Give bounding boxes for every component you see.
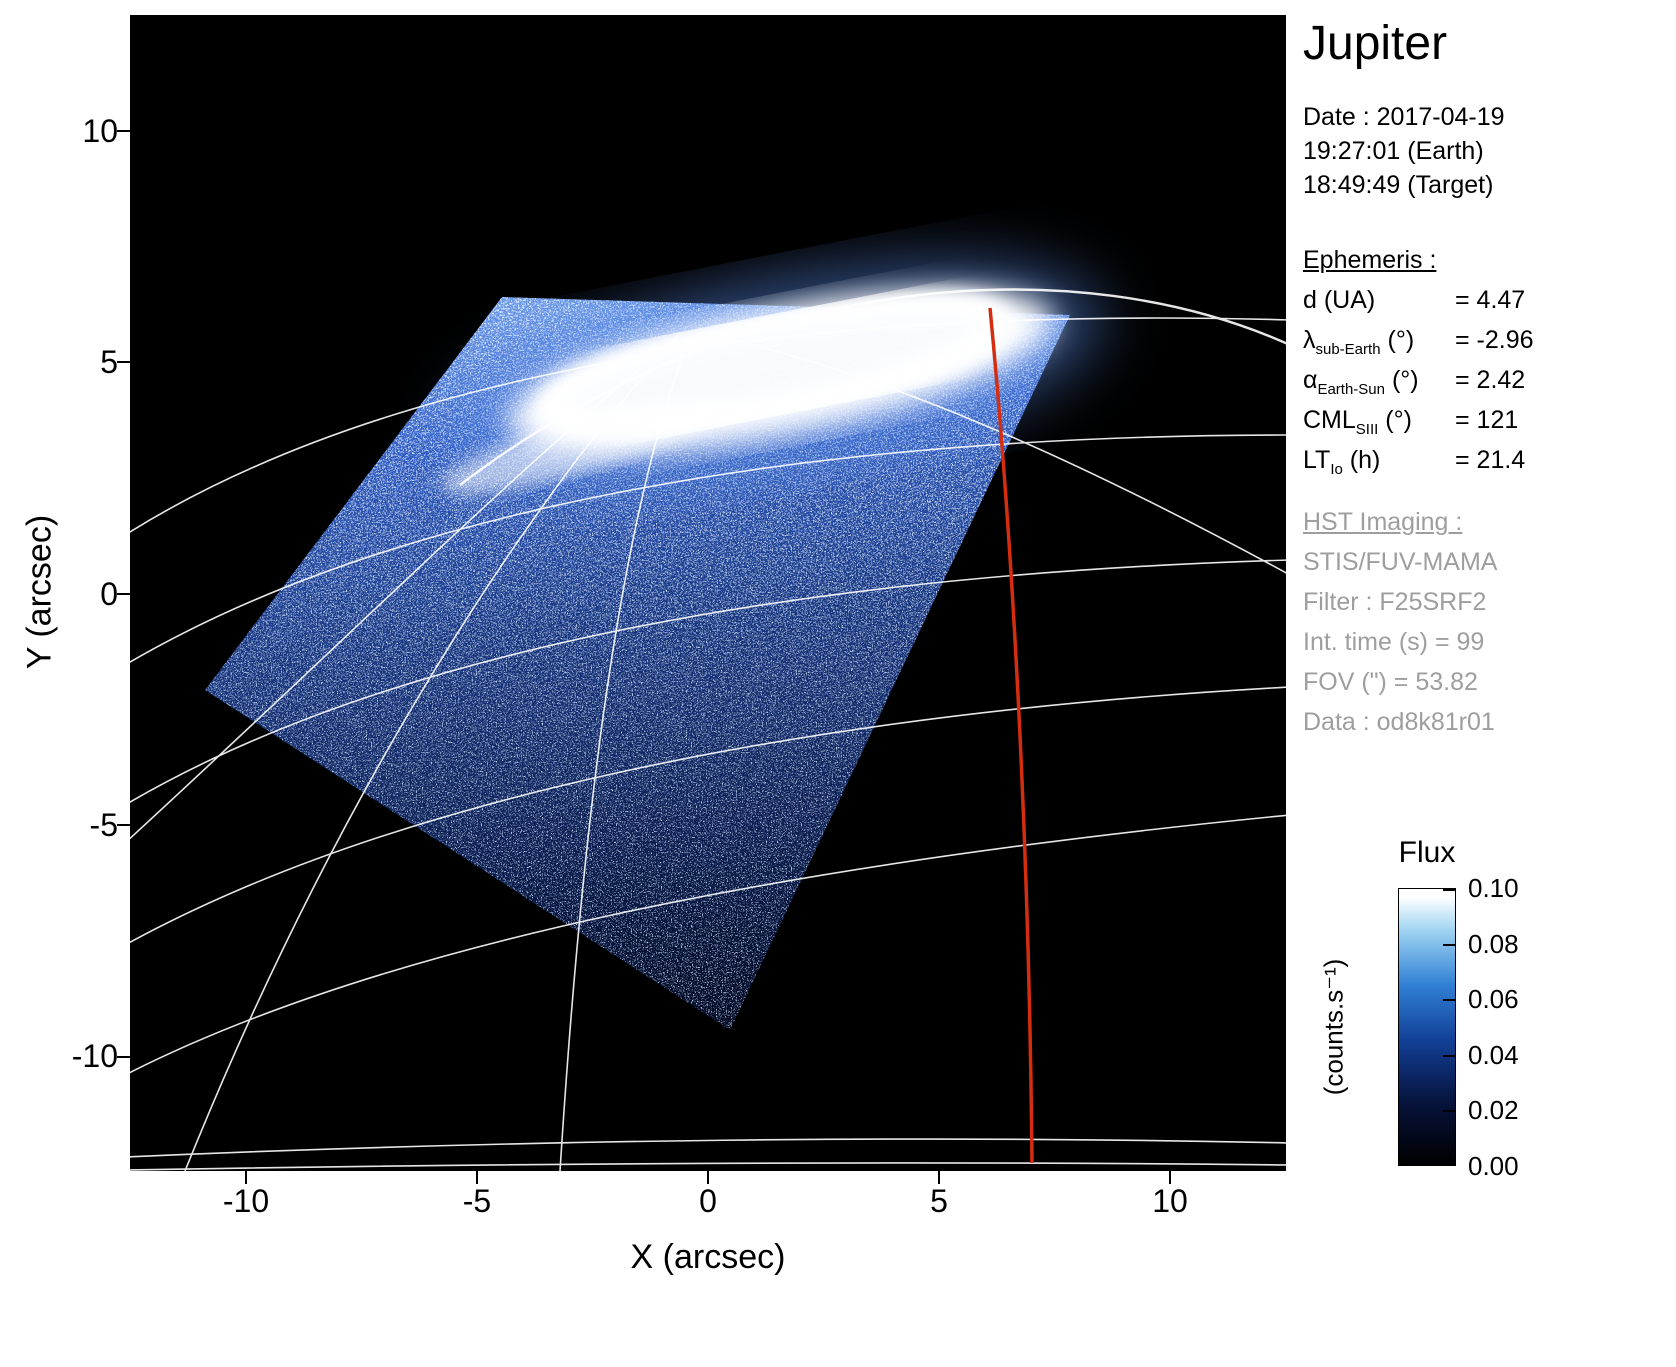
unit: (°) xyxy=(1387,326,1415,354)
symbol: α xyxy=(1303,366,1318,394)
ephemeris-row: CMLSIII (°) = 121 xyxy=(1303,400,1534,440)
ephemeris-header: Ephemeris : xyxy=(1303,246,1437,274)
time-earth-line: 19:27:01 (Earth) xyxy=(1303,137,1484,165)
subscript: Io xyxy=(1330,461,1343,478)
ephemeris-value: = 121 xyxy=(1455,406,1519,434)
y-tick-label: 5 xyxy=(100,344,118,380)
x-tick-label: -5 xyxy=(462,1183,492,1219)
hst-imaging-header: HST Imaging : xyxy=(1303,508,1463,536)
aurora-emission xyxy=(440,258,1105,494)
colorbar-tick-label: 0.08 xyxy=(1468,929,1519,959)
subscript: Earth-Sun xyxy=(1317,381,1385,398)
symbol: LT xyxy=(1303,446,1331,474)
ephemeris-row: LTIo (h) = 21.4 xyxy=(1303,440,1534,480)
ephemeris-label: d (UA) xyxy=(1303,280,1455,330)
image-canvas xyxy=(130,15,1286,1171)
hst-imaging-block: HST Imaging : STIS/FUV-MAMA Filter : F25… xyxy=(1303,502,1497,742)
tick-mark xyxy=(245,1171,247,1184)
unit: (h) xyxy=(1349,446,1381,474)
hst-instrument-line: STIS/FUV-MAMA xyxy=(1303,548,1498,576)
y-tick-label: -10 xyxy=(71,1038,118,1074)
hst-filter-line: Filter : F25SRF2 xyxy=(1303,588,1487,616)
ephemeris-row: λsub-Earth (°) = -2.96 xyxy=(1303,320,1534,360)
ephemeris-label: CMLSIII (°) xyxy=(1303,400,1455,450)
graticule-lines xyxy=(130,288,1286,1171)
tick-mark xyxy=(938,1171,940,1184)
colorbar-tick xyxy=(1443,999,1455,1001)
colorbar-tick xyxy=(1443,889,1455,891)
y-axis-label: Y (arcsec) xyxy=(20,514,59,670)
unit: (UA) xyxy=(1323,286,1376,314)
x-tick-label: -10 xyxy=(222,1183,270,1219)
colorbar-tick-label: 0.10 xyxy=(1468,873,1519,903)
ephemeris-row: αEarth-Sun (°) = 2.42 xyxy=(1303,360,1534,400)
ephemeris-row: d (UA) = 4.47 xyxy=(1303,280,1534,320)
tick-mark xyxy=(117,824,130,826)
red-meridian-line xyxy=(988,307,1034,1164)
colorbar-units-label: (counts.s⁻¹) xyxy=(1318,958,1349,1096)
target-title: Jupiter xyxy=(1303,17,1448,70)
subscript: sub-Earth xyxy=(1315,341,1381,358)
x-axis-label: X (arcsec) xyxy=(630,1238,786,1276)
ephemeris-value: = -2.96 xyxy=(1455,326,1534,354)
colorbar-title: Flux xyxy=(1398,836,1456,869)
subscript: SIII xyxy=(1355,421,1379,438)
ephemeris-block: Ephemeris : d (UA) = 4.47 λsub-Earth (°) =… xyxy=(1303,240,1534,480)
tick-mark xyxy=(1169,1171,1171,1184)
y-tick-label: -5 xyxy=(89,807,118,843)
colorbar-tick-label: 0.02 xyxy=(1468,1095,1519,1125)
symbol: d xyxy=(1303,286,1317,314)
colorbar-tick-label: 0.06 xyxy=(1468,984,1519,1014)
stis-fov-region xyxy=(205,297,1070,1030)
hst-fov-line: FOV (") = 53.82 xyxy=(1303,668,1478,696)
time-target-line: 18:49:49 (Target) xyxy=(1303,171,1494,199)
date-line: Date : 2017-04-19 xyxy=(1303,103,1505,131)
y-tick-label: 10 xyxy=(82,113,118,149)
unit: (°) xyxy=(1391,366,1419,394)
colorbar xyxy=(1398,888,1456,1166)
tick-mark xyxy=(117,593,130,595)
date-block: Date : 2017-04-19 19:27:01 (Earth) 18:49… xyxy=(1303,100,1505,202)
symbol: λ xyxy=(1303,326,1316,354)
hst-inttime-line: Int. time (s) = 99 xyxy=(1303,628,1485,656)
tick-mark xyxy=(117,1056,130,1058)
plot-area xyxy=(130,15,1286,1171)
ephemeris-value: = 21.4 xyxy=(1455,446,1526,474)
y-tick-label: 0 xyxy=(100,576,118,612)
tick-mark xyxy=(117,361,130,363)
hst-data-line: Data : od8k81r01 xyxy=(1303,708,1495,736)
x-tick-label: 10 xyxy=(1152,1183,1188,1219)
colorbar-tick-label: 0.00 xyxy=(1468,1151,1519,1181)
x-tick-label: 0 xyxy=(699,1183,717,1219)
colorbar-tick xyxy=(1443,1163,1455,1165)
ephemeris-value: = 2.42 xyxy=(1455,366,1526,394)
ephemeris-label: λsub-Earth (°) xyxy=(1303,320,1455,370)
colorbar-tick xyxy=(1443,944,1455,946)
ephemeris-value: = 4.47 xyxy=(1455,286,1526,314)
ephemeris-label: LTIo (h) xyxy=(1303,440,1455,490)
unit: (°) xyxy=(1385,406,1412,434)
colorbar-tick xyxy=(1443,1055,1455,1057)
symbol: CML xyxy=(1303,406,1356,434)
tick-mark xyxy=(117,130,130,132)
colorbar-tick xyxy=(1443,1110,1455,1112)
x-tick-label: 5 xyxy=(930,1183,948,1219)
tick-mark xyxy=(707,1171,709,1184)
ephemeris-label: αEarth-Sun (°) xyxy=(1303,360,1455,410)
tick-mark xyxy=(476,1171,478,1184)
colorbar-tick-label: 0.04 xyxy=(1468,1040,1519,1070)
